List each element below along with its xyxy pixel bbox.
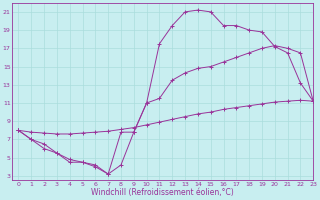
X-axis label: Windchill (Refroidissement éolien,°C): Windchill (Refroidissement éolien,°C): [91, 188, 234, 197]
